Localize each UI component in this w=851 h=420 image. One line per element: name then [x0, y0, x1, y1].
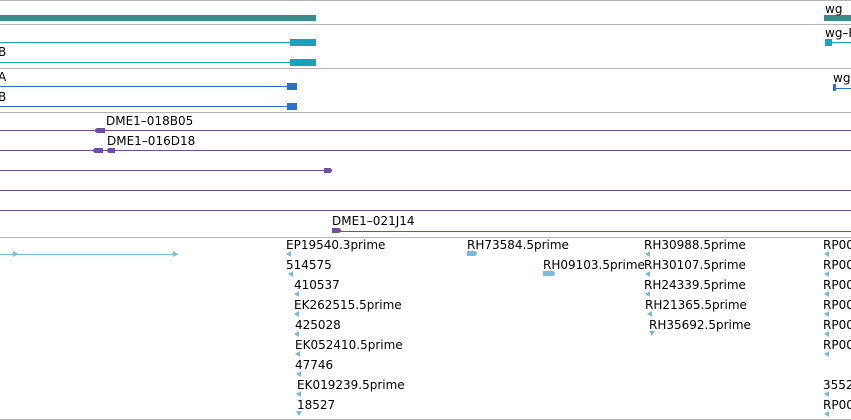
est-label: EP19540.3prime: [286, 238, 386, 252]
transcript-exon[interactable]: [290, 39, 316, 46]
clone-line[interactable]: [0, 170, 330, 171]
est-label: RH30988.5prime: [644, 238, 746, 252]
transcript-exon[interactable]: [287, 83, 297, 90]
est-marker[interactable]: [645, 271, 650, 277]
track-separator: [0, 24, 851, 25]
est-label: 410537: [294, 278, 340, 292]
transcript-exon[interactable]: [290, 59, 316, 66]
transcript-label-right: wg–R: [825, 26, 851, 40]
est-label: RH73584.5prime: [467, 238, 569, 252]
est-marker[interactable]: [645, 251, 650, 257]
est-marker[interactable]: [645, 291, 650, 297]
track-separator: [0, 0, 851, 1]
est-marker[interactable]: [824, 311, 829, 317]
est-marker[interactable]: [294, 331, 299, 337]
est-label: RH21365.5prime: [645, 298, 747, 312]
est-label: 425028: [295, 318, 341, 332]
gene-bar-right[interactable]: [824, 15, 851, 21]
transcript-exon-right[interactable]: [833, 84, 836, 91]
est-marker[interactable]: [649, 331, 655, 336]
est-label: 18527: [297, 398, 336, 412]
est-label: 3552: [823, 378, 851, 392]
est-label: 47746: [295, 358, 334, 372]
est-marker[interactable]: [824, 391, 829, 397]
est-arrow[interactable]: [173, 251, 178, 257]
transcript-exon[interactable]: [287, 103, 297, 110]
transcript-label-left: B: [0, 45, 7, 59]
est-label: RP00: [823, 318, 851, 332]
transcript-line-right[interactable]: [834, 88, 851, 89]
est-label: RH30107.5prime: [644, 258, 746, 272]
transcript-label-left: B: [0, 90, 7, 104]
clone-end[interactable]: [332, 228, 341, 233]
est-marker[interactable]: [296, 391, 301, 397]
est-marker[interactable]: [294, 291, 299, 297]
est-label: RP00: [823, 278, 851, 292]
clone-line[interactable]: [0, 210, 851, 211]
clone-line[interactable]: [0, 190, 851, 191]
est-label: RH24339.5prime: [644, 278, 746, 292]
est-label: EK262515.5prime: [294, 298, 402, 312]
transcript-line[interactable]: [0, 62, 290, 63]
transcript-line-right[interactable]: [826, 42, 851, 43]
est-marker[interactable]: [824, 271, 829, 277]
est-label: RH09103.5prime: [543, 258, 645, 272]
est-marker[interactable]: [295, 351, 300, 357]
est-label: RP00: [823, 238, 851, 252]
est-marker[interactable]: [296, 371, 301, 377]
clone-line[interactable]: [0, 150, 851, 151]
transcript-label-right: wg–: [833, 71, 851, 85]
est-marker[interactable]: [824, 291, 829, 297]
clone-label: DME1–016D18: [107, 134, 196, 148]
clone-label: DME1–018B05: [106, 114, 194, 128]
est-label: RP00: [823, 298, 851, 312]
transcript-label-left: A: [0, 70, 7, 84]
est-marker[interactable]: [824, 331, 829, 337]
gene-label: wg: [825, 2, 843, 16]
transcript-line[interactable]: [0, 86, 288, 87]
est-label: RP00: [823, 258, 851, 272]
clone-end[interactable]: [107, 148, 115, 153]
est-label: EK052410.5prime: [295, 338, 403, 352]
track-separator: [0, 237, 851, 238]
track-separator: [0, 112, 851, 113]
clone-end[interactable]: [324, 168, 332, 173]
clone-label: DME1–021J14: [332, 214, 415, 228]
transcript-line[interactable]: [0, 106, 288, 107]
gene-bar-left[interactable]: [0, 15, 316, 21]
est-marker[interactable]: [288, 271, 293, 277]
est-marker[interactable]: [294, 311, 299, 317]
est-arrow[interactable]: [13, 251, 18, 257]
clone-end[interactable]: [95, 128, 105, 133]
est-label: RH35692.5prime: [649, 318, 751, 332]
est-marker[interactable]: [467, 251, 477, 256]
est-label: 514575: [286, 258, 332, 272]
est-label: RP00: [823, 338, 851, 352]
est-marker[interactable]: [824, 251, 829, 257]
est-marker[interactable]: [543, 271, 555, 276]
transcript-line[interactable]: [0, 42, 290, 43]
est-marker[interactable]: [296, 411, 302, 416]
est-marker[interactable]: [824, 351, 829, 357]
est-marker[interactable]: [647, 311, 652, 317]
est-label: EK019239.5prime: [297, 378, 405, 392]
est-marker[interactable]: [286, 251, 291, 257]
est-label: RP00: [823, 398, 851, 412]
clone-line[interactable]: [332, 231, 851, 232]
est-marker[interactable]: [824, 411, 829, 417]
clone-line[interactable]: [0, 130, 851, 131]
transcript-exon-right[interactable]: [825, 39, 832, 46]
track-separator: [0, 68, 851, 69]
est-line[interactable]: [0, 254, 178, 255]
clone-end[interactable]: [93, 148, 103, 153]
